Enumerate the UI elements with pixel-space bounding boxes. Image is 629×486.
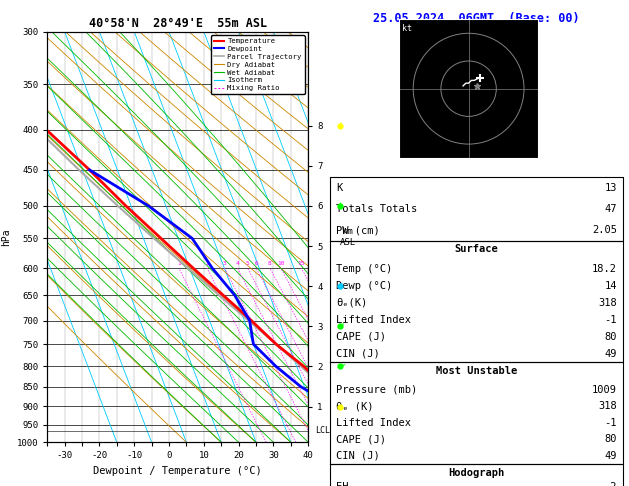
- Text: 25.05.2024  06GMT  (Base: 00): 25.05.2024 06GMT (Base: 00): [373, 12, 580, 25]
- Text: 13: 13: [604, 183, 617, 193]
- Text: Dewp (°C): Dewp (°C): [336, 280, 392, 291]
- Text: CIN (J): CIN (J): [336, 348, 380, 359]
- Text: 3: 3: [223, 261, 226, 266]
- Text: 318: 318: [598, 297, 617, 308]
- Title: 40°58'N  28°49'E  55m ASL: 40°58'N 28°49'E 55m ASL: [89, 17, 267, 31]
- Text: 6: 6: [254, 261, 258, 266]
- Text: K: K: [336, 183, 342, 193]
- Text: Totals Totals: Totals Totals: [336, 204, 418, 214]
- Text: 4: 4: [235, 261, 239, 266]
- Y-axis label: hPa: hPa: [1, 228, 11, 246]
- Text: 1: 1: [177, 261, 181, 266]
- Text: kt: kt: [402, 24, 412, 33]
- Y-axis label: km
ASL: km ASL: [340, 227, 355, 246]
- Text: 49: 49: [604, 451, 617, 461]
- Text: 14: 14: [604, 280, 617, 291]
- Text: Surface: Surface: [455, 244, 498, 254]
- Text: -2: -2: [604, 482, 617, 486]
- Text: -1: -1: [604, 314, 617, 325]
- Text: 1009: 1009: [592, 385, 617, 395]
- Text: θₑ(K): θₑ(K): [336, 297, 367, 308]
- Text: 80: 80: [604, 434, 617, 444]
- Text: θₑ (K): θₑ (K): [336, 401, 374, 411]
- Text: CAPE (J): CAPE (J): [336, 331, 386, 342]
- Text: Lifted Index: Lifted Index: [336, 314, 411, 325]
- Text: 80: 80: [604, 331, 617, 342]
- Text: CIN (J): CIN (J): [336, 451, 380, 461]
- Text: Lifted Index: Lifted Index: [336, 418, 411, 428]
- Text: EH: EH: [336, 482, 348, 486]
- Text: Most Unstable: Most Unstable: [436, 366, 517, 376]
- Text: 47: 47: [604, 204, 617, 214]
- Text: 2.05: 2.05: [592, 225, 617, 235]
- Text: 15: 15: [298, 261, 305, 266]
- Legend: Temperature, Dewpoint, Parcel Trajectory, Dry Adiabat, Wet Adiabat, Isotherm, Mi: Temperature, Dewpoint, Parcel Trajectory…: [211, 35, 304, 94]
- Text: Pressure (mb): Pressure (mb): [336, 385, 418, 395]
- X-axis label: Dewpoint / Temperature (°C): Dewpoint / Temperature (°C): [93, 466, 262, 476]
- Text: -1: -1: [604, 418, 617, 428]
- Text: 318: 318: [598, 401, 617, 411]
- Text: Hodograph: Hodograph: [448, 468, 504, 478]
- Text: CAPE (J): CAPE (J): [336, 434, 386, 444]
- Text: 5: 5: [246, 261, 250, 266]
- Text: Temp (°C): Temp (°C): [336, 263, 392, 274]
- Text: 49: 49: [604, 348, 617, 359]
- Text: 2: 2: [205, 261, 209, 266]
- Text: 18.2: 18.2: [592, 263, 617, 274]
- Text: LCL: LCL: [315, 426, 330, 435]
- Text: PW (cm): PW (cm): [336, 225, 380, 235]
- Text: 8: 8: [268, 261, 272, 266]
- Text: 10: 10: [277, 261, 284, 266]
